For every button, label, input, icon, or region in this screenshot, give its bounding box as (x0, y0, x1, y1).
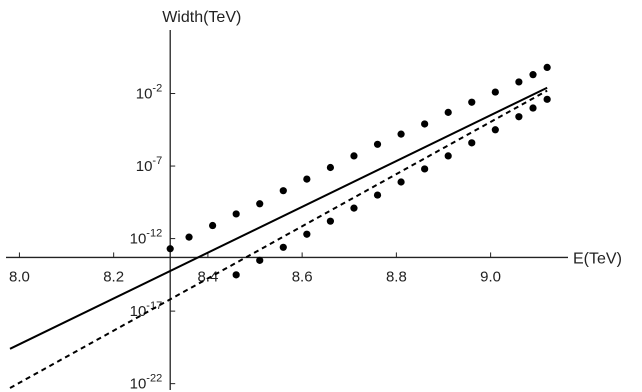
data-point (232, 271, 240, 279)
data-point (529, 104, 537, 112)
data-point (303, 175, 311, 183)
data-point (491, 126, 499, 134)
data-point (209, 221, 217, 230)
data-point (326, 163, 335, 172)
data-point (491, 88, 499, 96)
y-tick-label: 10-22 (130, 373, 163, 392)
data-point (350, 152, 358, 160)
x-tick-label: 8.6 (292, 268, 313, 285)
data-point (256, 256, 264, 264)
x-tick-label: 8.8 (386, 268, 407, 285)
series-layer (9, 63, 551, 389)
series-dashed (9, 89, 551, 389)
data-point (515, 113, 523, 121)
data-point (421, 120, 429, 128)
x-tick-label: 8.2 (103, 268, 124, 285)
data-point (468, 139, 476, 147)
y-tick-label-base: 10 (136, 158, 153, 175)
data-point (256, 200, 264, 208)
data-point (397, 178, 405, 186)
data-point (326, 217, 335, 225)
y-tick-label: 10-12 (130, 228, 163, 248)
y-tick-label-base: 10 (130, 303, 147, 320)
data-point (543, 63, 551, 72)
x-ticks: 8.0 8.2 8.4 8.6 8.8 9.0 (9, 252, 501, 285)
series-solid (9, 63, 551, 350)
series-line-dashed (9, 89, 548, 389)
data-point (279, 187, 287, 195)
data-point (279, 243, 287, 251)
x-axis-title: E(TeV) (573, 250, 622, 267)
y-tick-label: 10-17 (130, 300, 163, 320)
x-tick-label: 9.0 (480, 268, 501, 285)
data-point (515, 78, 523, 86)
x-tick-label: 8.0 (9, 268, 30, 285)
data-point (529, 71, 537, 79)
data-point (303, 230, 311, 238)
data-point (444, 152, 452, 160)
y-tick-label-exponent: -22 (146, 373, 162, 385)
series-line-solid (9, 86, 548, 350)
data-point (373, 140, 382, 148)
y-axis-title: Width(TeV) (162, 9, 241, 26)
data-point (543, 95, 551, 103)
y-tick-label-exponent: -12 (146, 228, 162, 240)
y-tick-label-exponent: -17 (146, 300, 162, 312)
axes: 8.0 8.2 8.4 8.6 8.8 9.0 10-210-710-1210-1710-… (6, 9, 622, 392)
data-point (166, 245, 174, 253)
data-point (421, 165, 429, 173)
y-tick-label-exponent: -2 (152, 83, 162, 95)
y-tick-label: 10-7 (136, 155, 162, 175)
y-tick-label-base: 10 (130, 231, 147, 248)
data-point (185, 233, 193, 241)
data-point (373, 191, 382, 199)
y-tick-label-base: 10 (130, 376, 147, 392)
data-point (350, 204, 358, 212)
data-point (397, 130, 405, 138)
y-tick-label-base: 10 (136, 86, 153, 103)
data-point (232, 210, 240, 218)
y-tick-label: 10-2 (136, 83, 162, 103)
data-point (444, 108, 452, 116)
data-point (468, 98, 476, 106)
y-tick-label-exponent: -7 (152, 155, 162, 167)
